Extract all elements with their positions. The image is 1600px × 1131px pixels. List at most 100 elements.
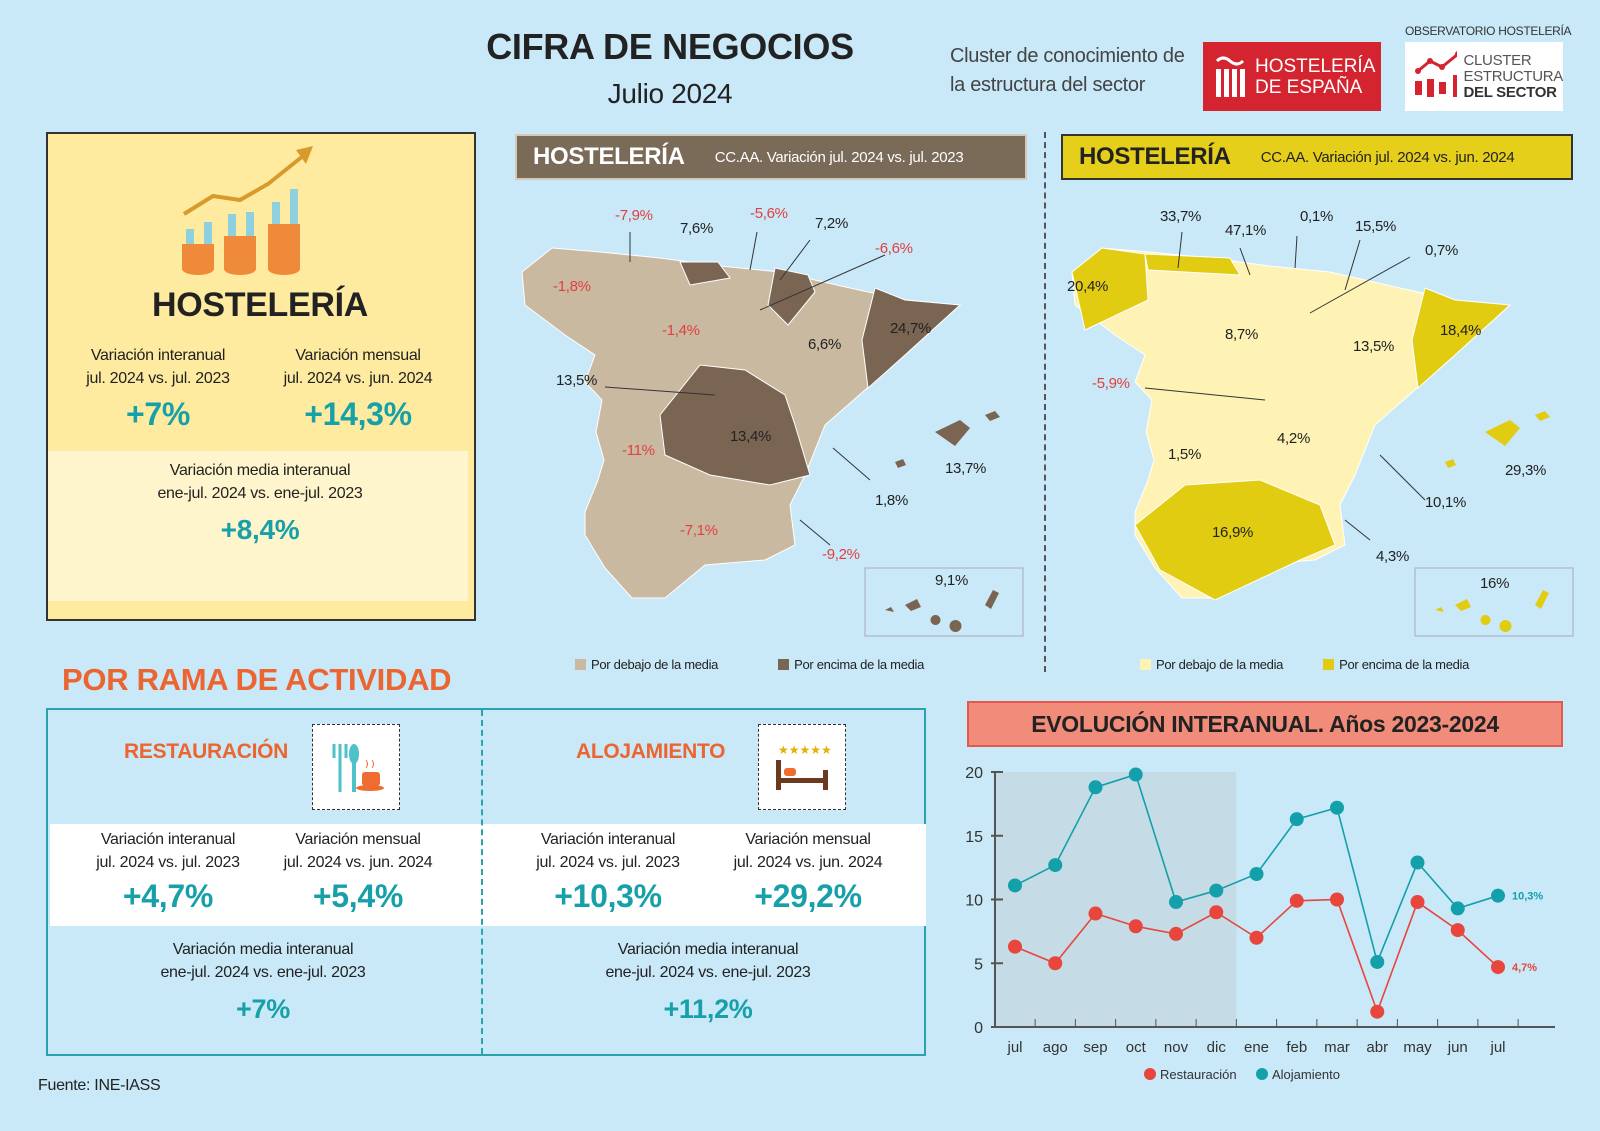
label-line: jul. 2024 vs. jul. 2023 [96,854,240,871]
region-value-label: 4,3% [1376,548,1409,565]
region-value-label: 7,2% [815,215,848,232]
data-point [1169,926,1183,941]
end-value-label: 4,7% [1512,962,1537,974]
logo-text: DEL SECTOR [1463,83,1557,101]
data-point [1289,812,1304,827]
x-tick-label: jul [1006,1039,1022,1056]
leader-line [832,447,871,481]
leader-line [1294,235,1298,269]
interanual-value: +7% [125,396,191,432]
data-point [1128,919,1143,934]
region-value-label: 7,6% [680,220,713,237]
data-point [1491,888,1505,903]
map-left-header: HOSTELERÍA CC.AA. Variación jul. 2024 vs.… [515,134,1027,180]
legend-label: Alojamiento [1272,1067,1340,1082]
map-right-header: HOSTELERÍA CC.AA. Variación jul. 2024 vs.… [1061,134,1573,180]
region-value-label: -9,2% [822,546,860,563]
region-value-label: 13,7% [945,460,987,477]
pais-vasco [679,261,731,286]
data-point [1088,906,1103,921]
label-line: ene-jul. 2024 vs. ene-jul. 2023 [160,964,366,981]
logo-bars-icon [1215,56,1245,97]
alojamiento-mensual-label: Variación mensual jul. 2024 vs. jun. 2024 [708,828,908,874]
label-line: jul. 2024 vs. jul. 2023 [536,854,680,871]
legend-label: Por encima de la media [794,657,925,672]
legend-swatch [1140,659,1151,670]
x-tick-label: ene [1244,1039,1269,1056]
cataluna-r [1411,287,1512,390]
data-point [1048,956,1063,971]
x-tick-label: ago [1043,1039,1068,1056]
label-line: ene-jul. 2024 vs. ene-jul. 2023 [157,485,363,502]
data-point [1491,960,1505,975]
alojamiento-title: ALOJAMIENTO [576,740,726,763]
cluster-description: Cluster de conocimiento de la estructura … [950,42,1185,100]
region-value-label: 16% [1480,575,1510,592]
region-value-label: 24,7% [890,320,932,337]
rama-panel: RESTAURACIÓN ALOJAMIENTO ★★★★★ Variación… [46,708,926,1056]
page-title: CIFRA DE NEGOCIOS [486,26,854,67]
maps-divider [1044,132,1046,672]
restauracion-interanual-value: +4,7% [122,878,214,914]
region-value-label: 16,9% [1212,524,1254,541]
legend-label: Por encima de la media [1339,657,1470,672]
label-line: Variación media interanual [169,462,351,479]
data-point [1128,767,1143,782]
restauracion-title: RESTAURACIÓN [124,740,289,763]
data-point [1450,901,1465,916]
restauracion-media-label: Variación media interanual ene-jul. 2024 … [148,938,378,984]
leader-line [1344,519,1371,541]
alojamiento-mensual-value: +29,2% [754,878,862,914]
leader-line [1309,256,1411,314]
logo-text: HOSTELERÍA [1255,55,1376,77]
x-tick-label: jul [1489,1039,1505,1056]
region-value-label: -1,4% [662,322,700,339]
andalucia [1134,479,1336,601]
summary-panel: HOSTELERÍA Variación interanual jul. 2024… [46,132,476,621]
x-tick-label: oct [1126,1039,1147,1056]
x-tick-label: jun [1447,1039,1468,1056]
region-value-label: 1,5% [1168,446,1201,463]
map-title: HOSTELERÍA [533,143,685,170]
cluster-line: Cluster de conocimiento de [950,45,1185,67]
label-line: jul. 2024 vs. jul. 2023 [86,370,230,387]
data-point [1330,892,1344,907]
source-note: Fuente: INE-IASS [38,1077,161,1094]
restauracion-media-value: +7% [236,994,290,1024]
asturias [1144,253,1241,276]
canary-inset [864,567,1024,637]
data-point [1410,895,1425,910]
region-value-label: 13,4% [730,428,772,445]
values-band [50,824,926,926]
y-tick-label: 5 [974,956,983,973]
alojamiento-media-value: +11,2% [663,994,753,1024]
alojamiento-media-label: Variación media interanual ene-jul. 2024 … [593,938,823,984]
evolution-line-chart: 0 5 10 15 20 jul ago sep oct nov dic ene feb mar abr ma… [965,765,1555,1082]
x-tick-label: dic [1207,1039,1227,1056]
data-point [1209,905,1224,920]
region-value-label: 13,5% [1353,338,1395,355]
data-point [1008,939,1022,954]
legend-swatch [575,659,586,670]
label-line: Variación interanual [540,831,676,848]
region-value-label: 18,4% [1440,322,1482,339]
logo-text: DE ESPAÑA [1255,76,1363,98]
x-tick-label: feb [1286,1039,1307,1056]
leader-line [779,239,811,281]
cutlery-coffee-icon [312,724,400,810]
svg-text:★★★★★: ★★★★★ [778,743,832,757]
canary-islands [1435,590,1549,632]
leader-line [759,254,886,311]
leader-line [799,519,831,546]
media-value: +8,4% [220,514,300,545]
data-point [1169,895,1183,910]
region-value-label: 20,4% [1067,278,1109,295]
balearic-islands [895,411,1000,468]
region-value-label: 1,8% [875,492,908,509]
label-line: jul. 2024 vs. jun. 2024 [283,370,433,387]
data-point [1289,893,1304,908]
region-value-label: 4,2% [1277,430,1310,447]
label-line: Variación media interanual [172,941,354,958]
label-line: Variación interanual [100,831,236,848]
x-tick-label: nov [1164,1039,1189,1056]
